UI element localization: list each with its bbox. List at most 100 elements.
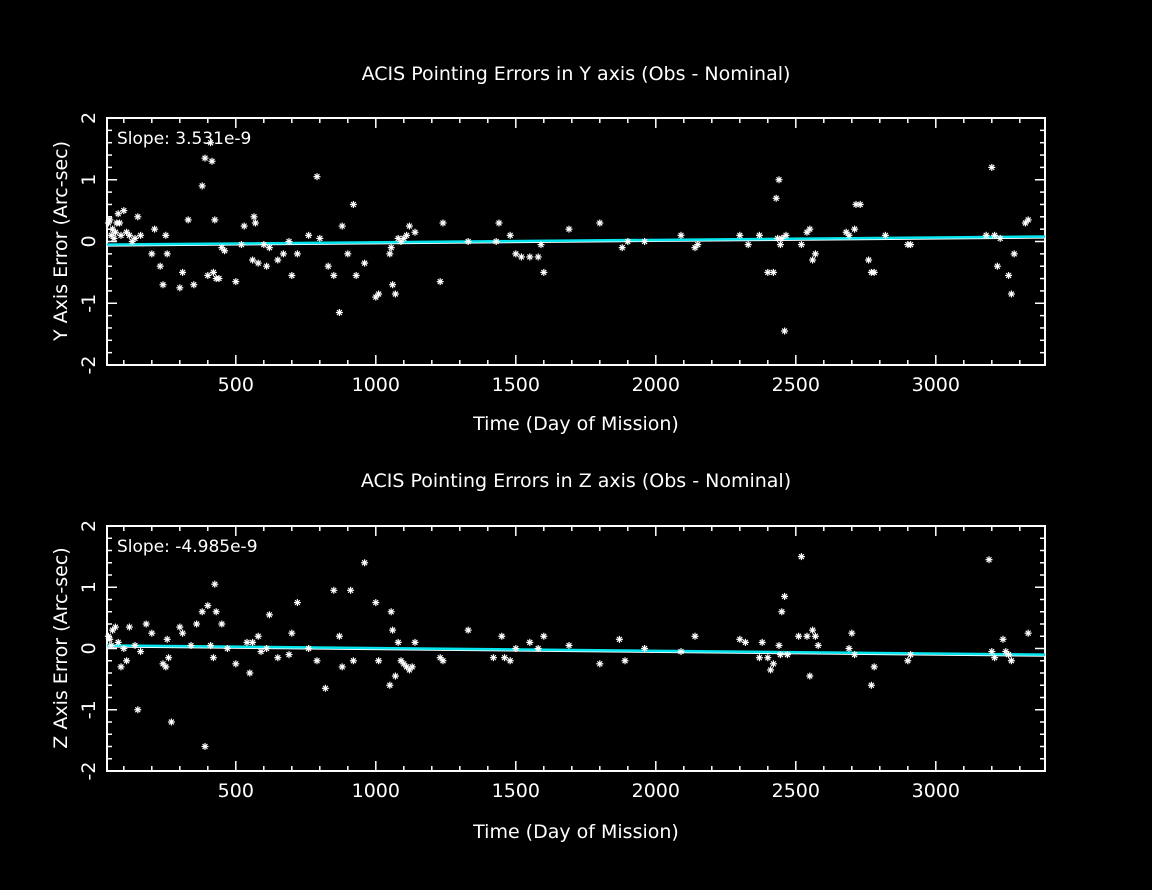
data-point [387,244,395,252]
x-tick-label: 1500 [492,780,540,802]
data-point [204,602,212,610]
data-point [111,228,119,236]
data-point [215,275,223,283]
data-point [1007,657,1015,665]
data-point [251,219,259,227]
slope-label: Slope: 3.531e-9 [117,129,251,149]
data-point [165,654,173,662]
data-point [117,231,125,239]
data-point [537,241,545,249]
data-point [526,638,534,646]
data-point [389,626,397,634]
data-point [254,259,262,267]
data-point [293,599,301,607]
y-tick-labels: -2 -1 0 1 2 [78,112,100,375]
data-point [114,210,122,218]
data-point [776,651,784,659]
data-point [338,663,346,671]
data-point [797,241,805,249]
data-point [190,281,198,289]
data-point [1007,290,1015,298]
data-point [391,290,399,298]
data-point [439,219,447,227]
data-point [131,234,139,242]
data-point [1010,250,1018,258]
data-point [116,219,124,227]
data-point [999,635,1007,643]
data-point [806,672,814,680]
data-point [106,216,114,224]
data-point [305,231,313,239]
data-point [211,580,219,588]
data-point [114,638,122,646]
data-point [851,651,859,659]
data-point [107,641,115,649]
data-point [755,654,763,662]
data-point [361,259,369,267]
data-point [641,238,649,245]
chart-title: ACIS Pointing Errors in Z axis (Obs - No… [361,470,791,492]
data-point [125,623,133,631]
data-point [991,654,999,662]
data-point [736,231,744,239]
data-point [221,247,229,255]
data-point [767,666,775,674]
data-point [163,250,171,258]
data-point [265,244,273,252]
y-tick-label: 1 [78,174,100,186]
data-point [335,309,343,317]
data-point [411,638,419,646]
x-tick-label: 500 [218,374,254,396]
fit-line [106,644,1046,656]
data-point [274,256,282,264]
data-point [387,608,395,616]
data-point [204,271,212,279]
y-tick-label: -1 [78,294,100,313]
data-point [313,657,321,665]
data-point [201,743,209,750]
data-point [865,256,873,264]
data-point [212,608,220,616]
data-point [845,645,853,652]
y-tick-label: -2 [78,356,100,375]
data-point [184,216,192,224]
data-point [411,228,419,236]
data-point [110,234,118,242]
data-point [803,632,811,640]
data-point [615,635,623,643]
x-tick-label: 3000 [912,374,960,396]
data-point [211,216,219,224]
data-point [179,268,187,276]
data-point [111,623,119,631]
x-tick-label: 2500 [772,374,820,396]
data-point [123,657,131,665]
data-point [330,271,338,279]
data-point [512,250,520,258]
data-point [209,268,217,276]
data-point [274,654,282,662]
chart-title: ACIS Pointing Errors in Y axis (Obs - No… [362,63,791,85]
data-point [797,553,805,561]
data-point [316,234,324,242]
data-point [870,268,878,276]
data-point [361,559,369,567]
data-point [347,586,355,594]
data-point [495,219,503,227]
data-point [776,241,784,249]
tick-marks [107,117,1045,366]
data-point [176,284,184,292]
x-tick-label: 1500 [492,374,540,396]
data-point [436,278,444,286]
data-point [540,268,548,276]
data-point [375,290,383,298]
data-point [142,620,150,628]
data-point [506,657,514,665]
slope-label: Slope: -4.985e-9 [117,537,258,557]
x-tick-labels: 500 1000 1500 2000 2500 3000 [218,780,960,802]
data-point [352,271,360,279]
data-point [782,231,790,239]
data-point [279,250,287,258]
data-points [104,139,1032,335]
data-point [870,663,878,671]
data-point [795,632,803,640]
